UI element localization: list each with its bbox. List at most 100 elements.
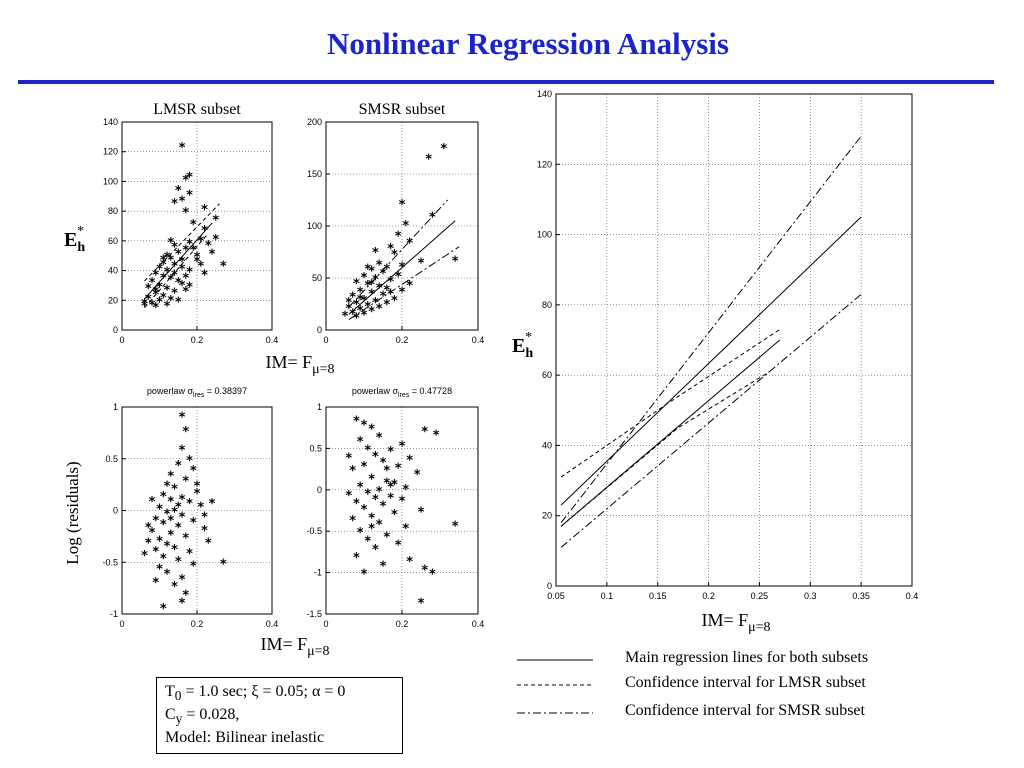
param-line-3: Model: Bilinear inelastic	[165, 729, 325, 747]
data-point: *	[387, 288, 394, 303]
data-point: *	[201, 269, 208, 284]
y-axis-label-residuals: Log (residuals)	[63, 461, 82, 564]
series-line-dashed	[560, 371, 770, 527]
y-tick-label: 20	[542, 511, 552, 521]
legend-item-lmsr: Confidence interval for LMSR subset	[515, 674, 945, 698]
data-point: *	[425, 152, 432, 167]
data-point: *	[182, 272, 189, 287]
series-line-dashdot	[348, 246, 460, 321]
data-point: *	[186, 188, 193, 203]
data-point: *	[452, 520, 459, 535]
data-point: *	[156, 502, 163, 517]
data-point: *	[357, 435, 364, 450]
data-point: *	[182, 531, 189, 546]
y-axis-label-sup: *	[525, 330, 532, 345]
data-point: *	[387, 481, 394, 496]
data-point: *	[357, 304, 364, 319]
legend-label-main: Main regression lines for both subsets	[625, 649, 869, 666]
series-line-dashed	[144, 203, 220, 282]
title-underline	[18, 80, 994, 84]
data-point: *	[349, 307, 356, 322]
data-point: *	[141, 297, 148, 312]
y-tick-label: 0	[547, 581, 552, 591]
series-line-dashed	[560, 329, 781, 478]
data-point: *	[167, 254, 174, 269]
data-point: *	[197, 500, 204, 515]
legend-swatch-dashdot	[517, 712, 593, 714]
data-point: *	[186, 170, 193, 185]
x-tick-label: 0.4	[266, 335, 279, 345]
data-point: *	[372, 246, 379, 261]
data-point: *	[368, 511, 375, 526]
data-point: *	[145, 537, 152, 552]
data-point: *	[418, 256, 425, 271]
data-point: *	[175, 459, 182, 474]
data-point: *	[152, 288, 159, 303]
data-point: *	[179, 263, 186, 278]
y-tick-label: 1	[317, 402, 322, 412]
data-point: *	[361, 419, 368, 434]
data-point: *	[190, 464, 197, 479]
y-tick-label: 20	[108, 295, 118, 305]
data-point: *	[429, 211, 436, 226]
data-point: *	[353, 551, 360, 566]
data-point: *	[368, 278, 375, 293]
y-axis-label-main: E	[512, 335, 525, 357]
data-point: *	[190, 218, 197, 233]
data-point: *	[182, 425, 189, 440]
data-point: *	[353, 311, 360, 326]
data-point: *	[364, 443, 371, 458]
y-tick-label: 80	[108, 206, 118, 216]
residual-title: powerlaw σlres = 0.47728	[352, 386, 452, 399]
legend: Main regression lines for both subsets C…	[515, 643, 945, 723]
x-tick-label: 0.4	[266, 619, 279, 629]
data-point: *	[145, 292, 152, 307]
y-tick-label: -1	[314, 568, 322, 578]
data-point: *	[175, 248, 182, 263]
residual-title-main: powerlaw σ	[147, 386, 194, 396]
data-point: *	[175, 184, 182, 199]
data-point: *	[156, 295, 163, 310]
x-axis-label-main: IM= F	[265, 352, 312, 372]
x-tick-label: 0.2	[702, 591, 715, 601]
data-point: *	[160, 518, 167, 533]
legend-item-main: Main regression lines for both subsets	[515, 649, 945, 673]
data-point: *	[156, 534, 163, 549]
data-point: *	[179, 410, 186, 425]
residual-title-value: = 0.38397	[204, 386, 247, 396]
data-point: *	[186, 454, 193, 469]
x-tick-label: 0.2	[191, 619, 204, 629]
data-point: *	[387, 491, 394, 506]
series-line-dashdot	[560, 293, 862, 548]
x-tick-label: 0.2	[396, 619, 409, 629]
data-point: *	[361, 308, 368, 323]
plot-frame	[325, 406, 479, 615]
data-point: *	[342, 309, 349, 324]
data-point: *	[406, 555, 413, 570]
data-point: *	[353, 277, 360, 292]
data-point: *	[152, 301, 159, 316]
y-tick-label: 100	[537, 230, 552, 240]
data-point: *	[205, 537, 212, 552]
data-point: *	[399, 198, 406, 213]
data-point: *	[179, 141, 186, 156]
series-line-dashed	[144, 233, 209, 309]
data-point: *	[160, 602, 167, 617]
x-tick-label: 0.2	[396, 335, 409, 345]
data-point: *	[380, 456, 387, 471]
x-tick-label: 0.4	[472, 619, 485, 629]
data-point: *	[179, 511, 186, 526]
data-point: *	[149, 495, 156, 510]
data-point: *	[179, 255, 186, 270]
series-line-solid	[560, 216, 862, 506]
y-axis-label: Eh*	[64, 224, 85, 255]
slide-title: Nonlinear Regression Analysis	[327, 26, 729, 61]
data-point: *	[201, 511, 208, 526]
x-tick-label: 0.25	[751, 591, 769, 601]
data-point: *	[175, 295, 182, 310]
residual-title-sub: lres	[398, 392, 410, 399]
x-axis-label-sub: μ=8	[307, 644, 329, 659]
data-point: *	[152, 514, 159, 529]
